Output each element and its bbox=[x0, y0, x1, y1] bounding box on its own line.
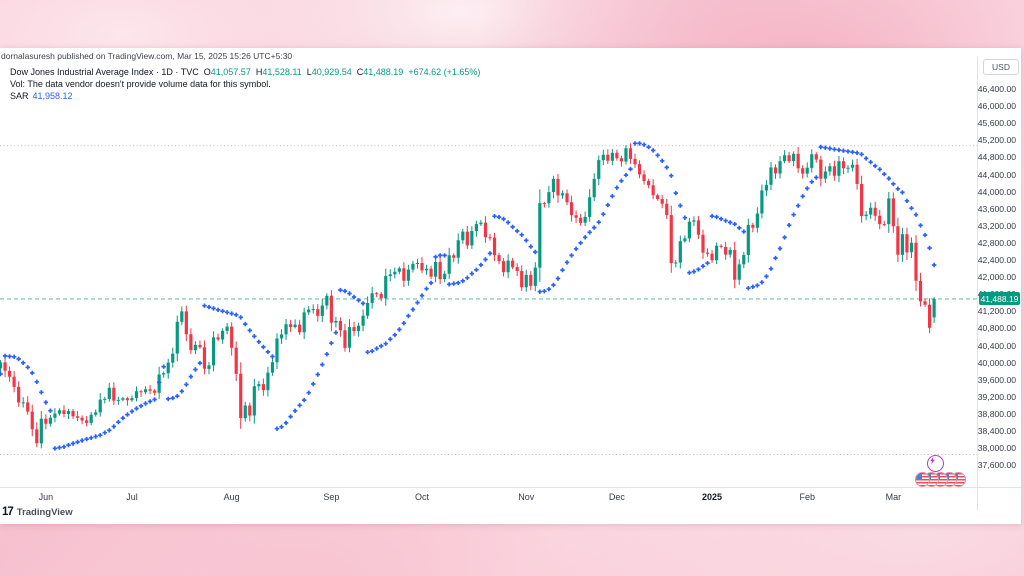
price-tick-label: 41,200.00 bbox=[977, 306, 1016, 317]
price-tick-label: 40,400.00 bbox=[977, 340, 1016, 351]
price-tick-label: 37,600.00 bbox=[977, 460, 1016, 471]
price-tick-label: 40,800.00 bbox=[977, 323, 1016, 334]
price-tick-label: 45,600.00 bbox=[977, 118, 1016, 129]
tradingview-logo[interactable]: 17 TradingView bbox=[2, 506, 73, 518]
boost-lightning-icon[interactable] bbox=[927, 455, 944, 472]
time-tick-label: Nov bbox=[518, 492, 535, 502]
flag-canton bbox=[916, 473, 922, 479]
price-tick-label: 44,400.00 bbox=[977, 169, 1016, 180]
price-tick-label: 45,200.00 bbox=[977, 135, 1016, 146]
lightning-bolt-icon bbox=[930, 456, 935, 465]
price-tick-label: 38,800.00 bbox=[977, 408, 1016, 419]
time-tick-label: Aug bbox=[223, 492, 240, 502]
price-tick-label: 42,000.00 bbox=[977, 272, 1016, 283]
price-tick-label: 44,800.00 bbox=[977, 152, 1016, 163]
tradingview-logo-text: TradingView bbox=[16, 506, 73, 518]
time-tick-label: Mar bbox=[885, 492, 902, 502]
price-tick-label: 46,400.00 bbox=[977, 84, 1016, 94]
price-tick-label: 39,200.00 bbox=[977, 391, 1016, 402]
reactions-cluster[interactable] bbox=[915, 472, 966, 487]
time-tick-label: Oct bbox=[414, 492, 430, 502]
price-tick-label: 42,400.00 bbox=[977, 255, 1016, 265]
price-tick-label: 40,000.00 bbox=[977, 357, 1016, 368]
time-tick-label: Jun bbox=[38, 492, 54, 502]
price-tick-label: 38,400.00 bbox=[977, 426, 1016, 436]
price-tick-label: 39,600.00 bbox=[977, 374, 1016, 385]
price-tick-label: 43,200.00 bbox=[977, 220, 1016, 231]
price-tick-label: 41,600.00 bbox=[977, 289, 1016, 300]
plot-area[interactable] bbox=[0, 141, 977, 455]
price-axis-separator bbox=[977, 56, 978, 510]
time-axis-separator bbox=[0, 487, 1021, 488]
time-tick-label: Dec bbox=[608, 492, 625, 502]
price-tick-label: 46,000.00 bbox=[977, 101, 1016, 112]
price-chart-canvas[interactable] bbox=[0, 48, 1021, 524]
time-tick-label: Jul bbox=[126, 492, 138, 502]
chart-panel: dornalasuresh published on TradingView.c… bbox=[0, 48, 1021, 524]
candlestick-series bbox=[0, 143, 936, 449]
parabolic-sar-series bbox=[0, 141, 937, 451]
price-tick-label: 43,600.00 bbox=[977, 203, 1016, 214]
price-tick-label: 38,000.00 bbox=[977, 443, 1016, 454]
time-tick-label: 2025 bbox=[702, 492, 723, 502]
us-flag-reaction-icon bbox=[915, 472, 930, 487]
tradingview-logo-icon: 17 bbox=[2, 506, 14, 518]
time-tick-label: Sep bbox=[323, 492, 340, 502]
time-tick-label: Feb bbox=[799, 492, 815, 502]
price-tick-label: 42,800.00 bbox=[977, 237, 1016, 248]
price-tick-label: 44,000.00 bbox=[977, 186, 1016, 197]
